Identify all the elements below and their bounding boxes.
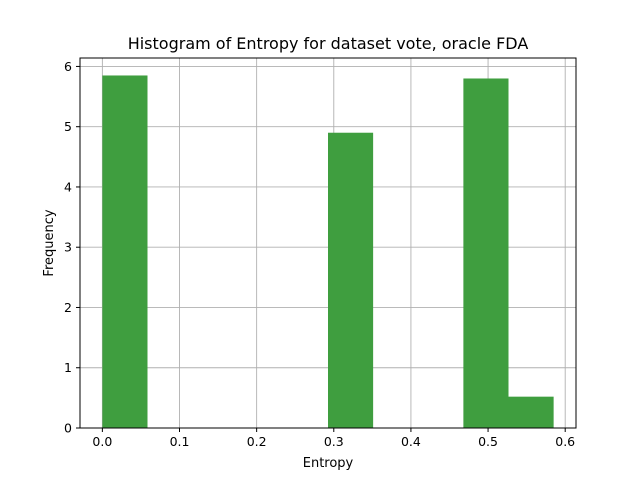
x-tick-label: 0.1 [170, 434, 190, 449]
y-tick-label: 6 [64, 59, 72, 74]
x-tick-label: 0.0 [92, 434, 112, 449]
y-tick-label: 4 [64, 179, 72, 194]
x-tick-label: 0.5 [478, 434, 498, 449]
x-tick-label: 0.6 [555, 434, 575, 449]
y-tick-label: 5 [64, 119, 72, 134]
plot-frame [79, 57, 577, 429]
y-tick-label: 3 [64, 240, 72, 255]
x-tick-label: 0.2 [247, 434, 267, 449]
tick-layer: 0.0 0.1 0.2 0.3 0.4 0.5 0.6 0 1 2 3 4 5 6 [64, 59, 575, 449]
histogram-bar [328, 132, 374, 428]
histogram-bar [102, 75, 148, 428]
x-axis-label: Entropy [303, 456, 354, 471]
histogram-bar [508, 396, 554, 428]
x-tick-label: 0.4 [401, 434, 421, 449]
bar-layer [102, 75, 554, 429]
y-tick-label: 2 [64, 300, 72, 315]
x-tick-label: 0.3 [324, 434, 344, 449]
y-axis-label: Frequency [42, 209, 57, 276]
chart-title: Histogram of Entropy for dataset vote, o… [128, 34, 529, 53]
y-tick-label: 1 [64, 360, 72, 375]
y-tick-label: 0 [64, 421, 72, 436]
histogram-bar [463, 78, 509, 429]
